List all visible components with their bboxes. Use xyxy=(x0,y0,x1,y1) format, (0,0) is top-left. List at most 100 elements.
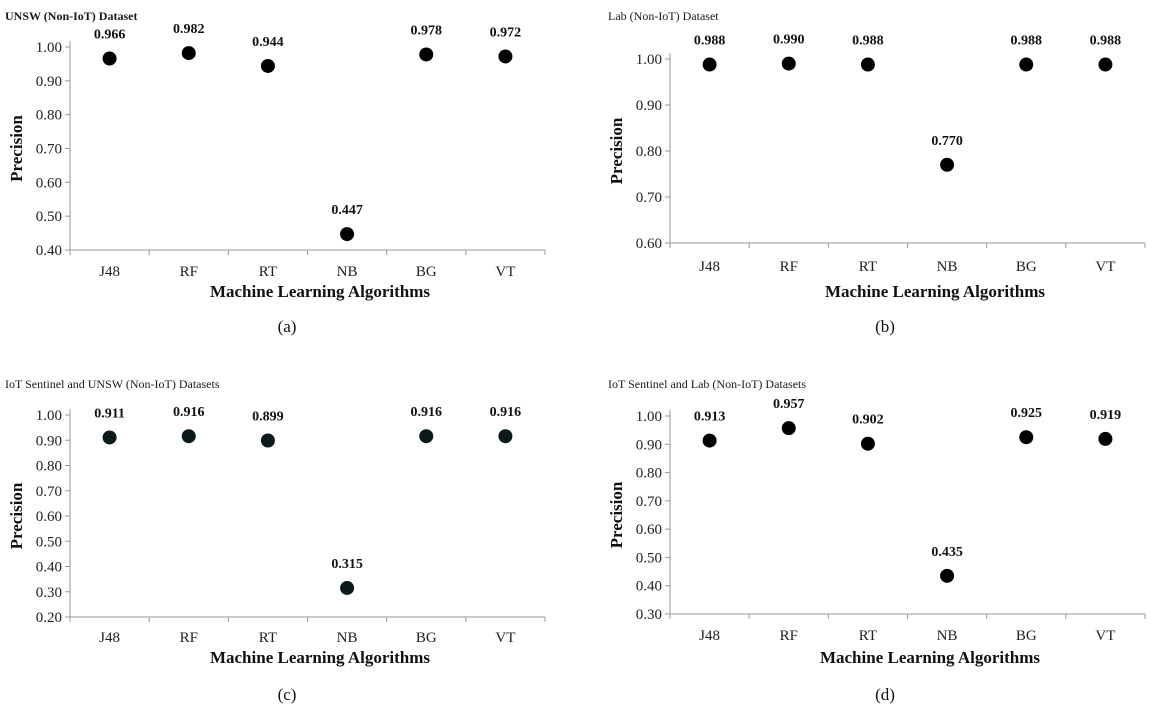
chart-a-x-tick-nb: NB xyxy=(337,264,358,280)
chart-b-x-tick-rf: RF xyxy=(780,259,798,275)
chart-b-x-tick-bg: BG xyxy=(1016,259,1037,275)
chart-c-point-vt xyxy=(498,429,513,444)
chart-d-x-tick-rf: RF xyxy=(780,628,798,644)
chart-b-y-tick-label: 0.60 xyxy=(636,236,662,252)
chart-a-point-rf xyxy=(181,46,196,61)
chart-b-y-tick-label: 0.70 xyxy=(636,190,662,206)
chart-a-title: UNSW (Non-IoT) Dataset xyxy=(5,9,137,23)
chart-a-data-label-vt: 0.972 xyxy=(490,25,522,40)
chart-a-x-tick-bg: BG xyxy=(416,264,437,280)
chart-c-x-tick-vt: VT xyxy=(495,630,515,646)
chart-d-y-tick-label: 0.40 xyxy=(636,579,662,595)
chart-d-y-tick-label: 0.90 xyxy=(636,437,662,453)
chart-c-y-tick-label: 0.30 xyxy=(36,585,62,601)
chart-c-y-axis-label: Precision xyxy=(7,482,26,549)
chart-b-y-tick-label: 0.80 xyxy=(636,144,662,160)
chart-d-point-j48 xyxy=(702,433,717,448)
chart-b-data-label-rt: 0.988 xyxy=(852,34,884,49)
chart-a-x-tick-vt: VT xyxy=(495,264,515,280)
chart-a-y-tick-label: 0.40 xyxy=(36,243,62,259)
chart-a-y-tick-label: 0.90 xyxy=(36,74,62,90)
chart-c-point-nb xyxy=(340,580,355,595)
chart-c-x-tick-rt: RT xyxy=(259,630,277,646)
chart-d-point-rt xyxy=(860,436,875,451)
chart-c-x-tick-bg: BG xyxy=(416,630,437,646)
chart-c-data-label-rt: 0.899 xyxy=(252,410,284,425)
chart-d-data-label-rf: 0.957 xyxy=(773,397,805,412)
chart-b-point-vt xyxy=(1098,57,1113,72)
chart-a-y-tick-label: 0.80 xyxy=(36,108,62,124)
chart-d-y-tick-label: 0.50 xyxy=(636,550,662,566)
chart-d-data-label-rt: 0.902 xyxy=(852,413,884,428)
chart-c-y-tick-label: 1.00 xyxy=(36,408,62,424)
chart-c-y-tick-label: 0.20 xyxy=(36,610,62,626)
chart-d-y-tick-label: 0.80 xyxy=(636,466,662,482)
chart-a-y-tick-label: 0.50 xyxy=(36,209,62,225)
chart-d-x-axis-label: Machine Learning Algorithms xyxy=(820,648,1040,667)
chart-d-data-label-nb: 0.435 xyxy=(931,545,963,560)
chart-d-data-label-j48: 0.913 xyxy=(694,410,726,425)
chart-d-y-axis-label: Precision xyxy=(607,481,626,548)
chart-c-point-bg xyxy=(419,429,434,444)
chart-d-data-label-bg: 0.925 xyxy=(1011,406,1043,421)
caption-c: (c) xyxy=(278,685,297,704)
chart-d: IoT Sentinel and Lab (Non-IoT) Datasets 0… xyxy=(607,377,1146,667)
caption-a: (a) xyxy=(278,317,297,336)
chart-a-point-j48 xyxy=(102,51,117,66)
chart-a-x-tick-rf: RF xyxy=(180,264,198,280)
chart-c-point-j48 xyxy=(102,430,117,445)
chart-b-y-tick-label: 1.00 xyxy=(636,52,662,68)
chart-a-x-tick-rt: RT xyxy=(259,264,277,280)
chart-b: Lab (Non-IoT) Dataset 0.60 0.70 0.80 0.90 1.0… xyxy=(607,9,1146,301)
chart-b-data-label-j48: 0.988 xyxy=(694,34,726,49)
chart-c-y-tick-label: 0.40 xyxy=(36,560,62,576)
chart-b-y-axis-label: Precision xyxy=(607,117,626,184)
chart-b-point-j48 xyxy=(702,57,717,72)
chart-c-y-tick-label: 0.80 xyxy=(36,459,62,475)
chart-c-data-label-nb: 0.315 xyxy=(331,557,363,572)
chart-b-x-tick-j48: J48 xyxy=(699,259,720,275)
caption-b: (b) xyxy=(875,317,895,336)
chart-d-y-tick-label: 1.00 xyxy=(636,409,662,425)
chart-b-x-tick-nb: NB xyxy=(937,259,958,275)
chart-b-point-rt xyxy=(860,57,875,72)
chart-c-x-tick-rf: RF xyxy=(180,630,198,646)
chart-c-y-tick-label: 0.50 xyxy=(36,534,62,550)
chart-a-x-tick-j48: J48 xyxy=(99,264,120,280)
chart-a: UNSW (Non-IoT) Dataset 0.40 0.50 0.60 0.70 0.… xyxy=(5,9,546,301)
chart-c-x-tick-nb: NB xyxy=(337,630,358,646)
chart-c-x-axis-label: Machine Learning Algorithms xyxy=(210,648,430,667)
chart-c-y-tick-label: 0.60 xyxy=(36,509,62,525)
chart-a-x-axis-label: Machine Learning Algorithms xyxy=(210,282,430,301)
chart-b-point-rf xyxy=(781,56,796,71)
chart-d-x-tick-vt: VT xyxy=(1095,628,1115,644)
chart-a-data-label-nb: 0.447 xyxy=(331,203,363,218)
chart-b-point-nb xyxy=(940,157,955,172)
chart-b-data-label-nb: 0.770 xyxy=(931,134,963,149)
chart-a-y-tick-label: 0.70 xyxy=(36,142,62,158)
chart-a-y-axis-label: Precision xyxy=(7,115,26,182)
chart-b-x-tick-vt: VT xyxy=(1095,259,1115,275)
chart-b-title: Lab (Non-IoT) Dataset xyxy=(608,9,719,23)
chart-c-y-tick-label: 0.90 xyxy=(36,433,62,449)
chart-c-y-tick-label: 0.70 xyxy=(36,484,62,500)
chart-b-y-tick-label: 0.90 xyxy=(636,98,662,114)
chart-d-point-bg xyxy=(1019,430,1034,445)
chart-a-point-rt xyxy=(260,58,275,73)
chart-b-point-bg xyxy=(1019,57,1034,72)
chart-a-data-label-bg: 0.978 xyxy=(411,23,443,38)
chart-d-title: IoT Sentinel and Lab (Non-IoT) Datasets xyxy=(608,377,806,391)
chart-d-y-tick-label: 0.30 xyxy=(636,607,662,623)
chart-c-data-label-vt: 0.916 xyxy=(490,405,522,420)
chart-d-data-label-vt: 0.919 xyxy=(1090,408,1122,423)
chart-d-x-tick-rt: RT xyxy=(859,628,877,644)
chart-a-data-label-rf: 0.982 xyxy=(173,22,205,37)
chart-d-x-tick-bg: BG xyxy=(1016,628,1037,644)
chart-b-data-label-rf: 0.990 xyxy=(773,33,805,48)
chart-c-x-tick-j48: J48 xyxy=(99,630,120,646)
chart-d-y-tick-label: 0.60 xyxy=(636,522,662,538)
chart-d-x-tick-j48: J48 xyxy=(699,628,720,644)
chart-d-point-vt xyxy=(1098,431,1113,446)
chart-b-x-tick-rt: RT xyxy=(859,259,877,275)
chart-d-y-tick-label: 0.70 xyxy=(636,494,662,510)
